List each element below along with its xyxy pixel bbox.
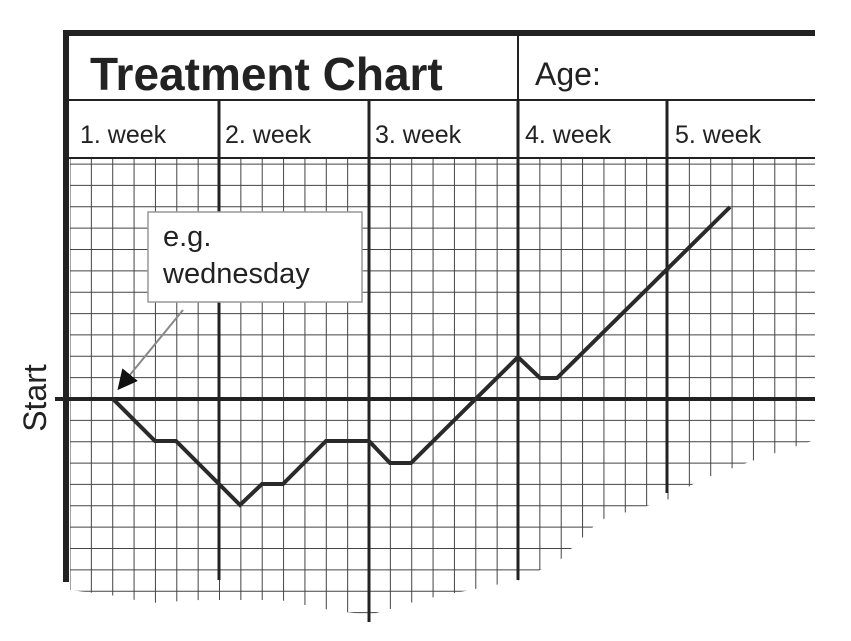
title: Treatment Chart (90, 48, 443, 100)
annotation-text: wednesday (162, 258, 310, 290)
age-label: Age: (535, 56, 601, 92)
week-label: 2. week (225, 121, 312, 149)
week-label: 1. week (80, 121, 167, 149)
week-label: 4. week (525, 121, 612, 149)
annotation-text: e.g. (163, 221, 211, 253)
annotation-box (147, 211, 363, 303)
week-label: 5. week (675, 121, 762, 149)
week-label: 3. week (375, 121, 462, 149)
progress-line (111, 205, 732, 508)
start-label: Start (17, 364, 53, 432)
annotation-arrow (117, 309, 184, 391)
